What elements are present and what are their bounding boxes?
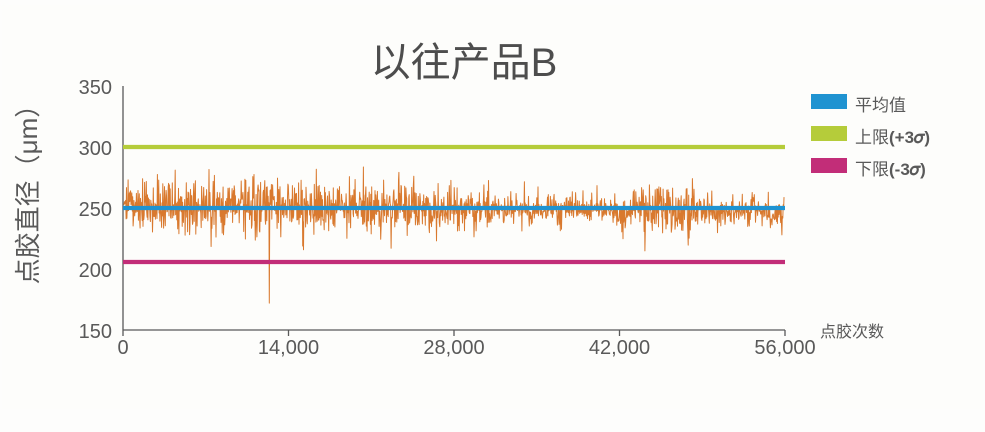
svg-text:56,000: 56,000 — [754, 337, 815, 359]
svg-text:28,000: 28,000 — [423, 337, 484, 359]
svg-text:14,000: 14,000 — [258, 337, 319, 359]
svg-text:42,000: 42,000 — [589, 337, 650, 359]
svg-text:150: 150 — [79, 321, 112, 343]
svg-text:0: 0 — [117, 337, 128, 359]
svg-text:300: 300 — [79, 138, 112, 160]
svg-text:250: 250 — [79, 199, 112, 221]
svg-text:350: 350 — [79, 77, 112, 99]
svg-text:200: 200 — [79, 260, 112, 282]
